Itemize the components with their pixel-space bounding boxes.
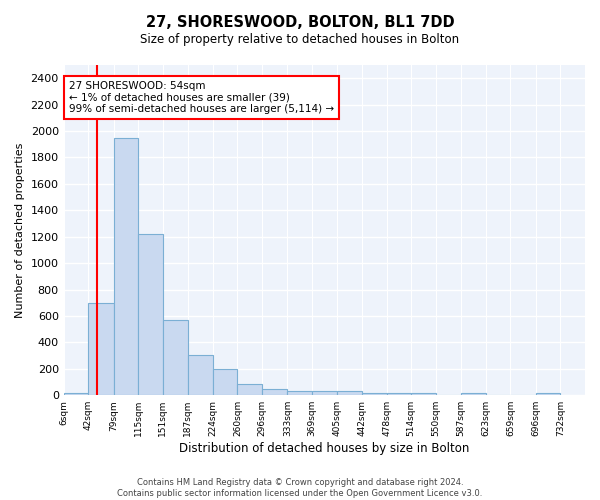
Bar [88,302,113,395]
Bar [411,392,436,395]
Text: Contains HM Land Registry data © Crown copyright and database right 2024.
Contai: Contains HM Land Registry data © Crown c… [118,478,482,498]
Bar [64,392,88,395]
Y-axis label: Number of detached properties: Number of detached properties [15,142,25,318]
Bar [362,392,386,395]
Text: Size of property relative to detached houses in Bolton: Size of property relative to detached ho… [140,32,460,46]
Bar [262,390,287,395]
Bar [461,392,486,395]
Bar [536,392,560,395]
Bar [113,138,138,395]
Bar [163,320,188,395]
Bar [337,390,362,395]
Bar [287,390,312,395]
Bar [386,392,411,395]
Bar [238,384,262,395]
Bar [138,234,163,395]
Bar [188,355,213,395]
X-axis label: Distribution of detached houses by size in Bolton: Distribution of detached houses by size … [179,442,470,455]
Text: 27 SHORESWOOD: 54sqm
← 1% of detached houses are smaller (39)
99% of semi-detach: 27 SHORESWOOD: 54sqm ← 1% of detached ho… [69,81,334,114]
Text: 27, SHORESWOOD, BOLTON, BL1 7DD: 27, SHORESWOOD, BOLTON, BL1 7DD [146,15,454,30]
Bar [213,369,238,395]
Bar [312,390,337,395]
